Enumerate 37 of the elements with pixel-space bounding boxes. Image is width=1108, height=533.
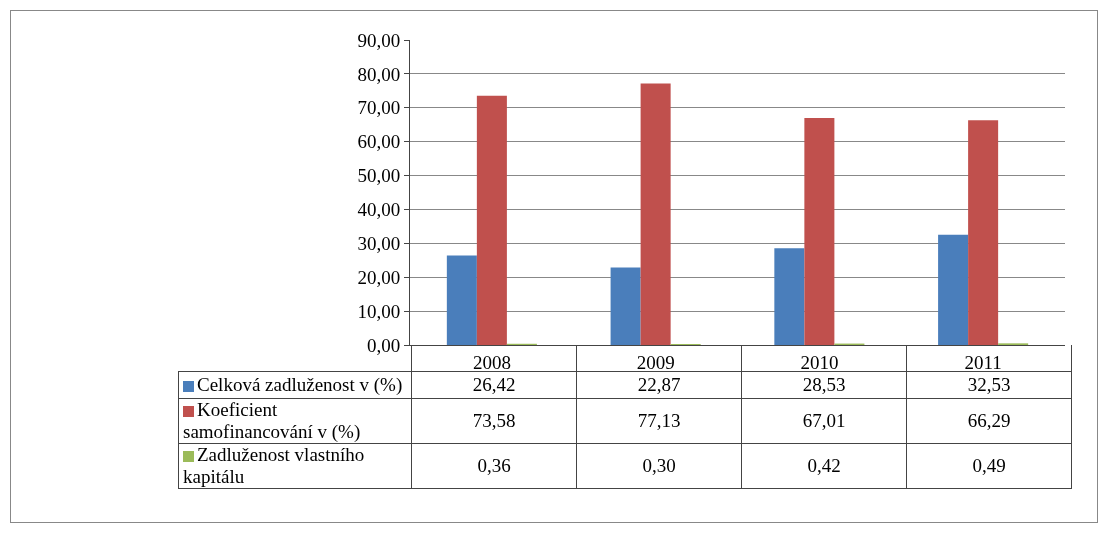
data-label: 66,29 [906,398,1072,444]
data-label: 0,30 [576,443,742,489]
data-label: 0,49 [906,443,1072,489]
y-tick-label: 30,00 [357,232,401,254]
x-tick-label: 2008 [472,351,511,373]
bar [476,95,507,345]
bar [938,234,969,345]
x-tick-label: 2011 [964,351,1002,373]
data-label: 0,36 [411,443,577,489]
data-label: 0,42 [741,443,907,489]
bar [640,83,671,345]
data-label: 22,87 [576,371,742,399]
bar [804,117,835,345]
bar [774,248,805,345]
y-tick-label: 90,00 [357,29,401,51]
legend-label: Zadluženost vlastního kapitálu [178,443,412,489]
data-label: 28,53 [741,371,907,399]
bar [610,267,641,345]
y-tick-label: 50,00 [357,165,401,187]
bar [968,120,999,345]
bar [446,255,477,345]
y-tick-label: 60,00 [357,131,401,153]
data-label: 26,42 [411,371,577,399]
legend-label: Celková zadluženost v (%) [178,371,412,399]
data-label: 73,58 [411,398,577,444]
x-tick-label: 2009 [636,351,675,373]
y-tick-label: 20,00 [357,266,401,288]
y-tick-label: 80,00 [357,63,401,85]
legend-label: Koeficient samofinancování v (%) [178,398,412,444]
y-tick-label: 40,00 [357,199,401,221]
x-tick-label: 2010 [800,351,839,373]
data-label: 77,13 [576,398,742,444]
data-label: 32,53 [906,371,1072,399]
y-tick-label: 10,00 [357,300,401,322]
y-tick-label: 0,00 [366,334,401,356]
data-label: 67,01 [741,398,907,444]
y-tick-label: 70,00 [357,97,401,119]
